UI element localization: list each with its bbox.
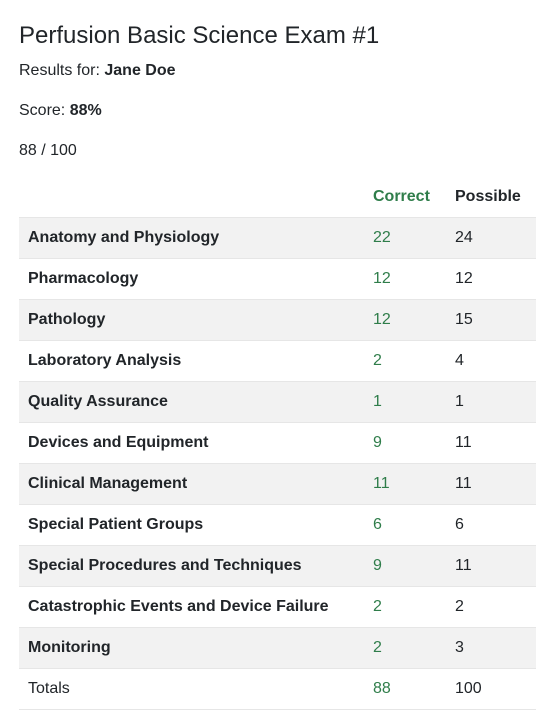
header-correct: Correct xyxy=(364,177,446,218)
category-cell: Pharmacology xyxy=(19,258,364,300)
table-row: Catastrophic Events and Device Failure 2 2 xyxy=(19,586,536,628)
totals-possible: 100 xyxy=(446,668,536,710)
results-label: Results for: xyxy=(19,62,100,79)
correct-cell: 22 xyxy=(364,217,446,259)
table-row: Pathology 12 15 xyxy=(19,299,536,341)
possible-cell: 11 xyxy=(446,463,536,505)
table-row: Quality Assurance 1 1 xyxy=(19,381,536,423)
table-row: Clinical Management 11 11 xyxy=(19,463,536,505)
table-header-row: Correct Possible xyxy=(19,177,536,218)
possible-cell: 15 xyxy=(446,299,536,341)
candidate-name: Jane Doe xyxy=(104,62,176,79)
header-category xyxy=(19,177,364,218)
correct-cell: 12 xyxy=(364,258,446,300)
correct-cell: 6 xyxy=(364,504,446,546)
score-value: 88% xyxy=(69,102,102,119)
totals-correct: 88 xyxy=(364,668,446,710)
correct-cell: 2 xyxy=(364,586,446,628)
correct-cell: 2 xyxy=(364,340,446,382)
correct-cell: 12 xyxy=(364,299,446,341)
results-for-line: Results for: Jane Doe xyxy=(19,61,176,81)
category-cell: Special Procedures and Techniques xyxy=(19,545,364,587)
category-cell: Anatomy and Physiology xyxy=(19,217,364,259)
page-title: Perfusion Basic Science Exam #1 xyxy=(19,22,380,49)
table-row: Special Procedures and Techniques 9 11 xyxy=(19,545,536,587)
table-row: Devices and Equipment 9 11 xyxy=(19,422,536,464)
score-line: Score: 88% xyxy=(19,101,102,121)
correct-cell: 1 xyxy=(364,381,446,423)
table-body: Anatomy and Physiology 22 24 Pharmacology 12… xyxy=(19,217,536,669)
results-table-container: Correct Possible Anatomy and Physiology 2… xyxy=(19,177,536,710)
possible-cell: 11 xyxy=(446,422,536,464)
table-row: Monitoring 2 3 xyxy=(19,627,536,669)
correct-cell: 9 xyxy=(364,545,446,587)
possible-cell: 2 xyxy=(446,586,536,628)
possible-cell: 12 xyxy=(446,258,536,300)
possible-cell: 24 xyxy=(446,217,536,259)
table-row: Anatomy and Physiology 22 24 xyxy=(19,217,536,259)
category-cell: Special Patient Groups xyxy=(19,504,364,546)
category-cell: Laboratory Analysis xyxy=(19,340,364,382)
correct-cell: 9 xyxy=(364,422,446,464)
category-cell: Pathology xyxy=(19,299,364,341)
results-table: Correct Possible Anatomy and Physiology 2… xyxy=(19,177,536,710)
correct-cell: 2 xyxy=(364,627,446,669)
possible-cell: 11 xyxy=(446,545,536,587)
table-row: Laboratory Analysis 2 4 xyxy=(19,340,536,382)
category-cell: Quality Assurance xyxy=(19,381,364,423)
category-cell: Clinical Management xyxy=(19,463,364,505)
table-row: Pharmacology 12 12 xyxy=(19,258,536,300)
category-cell: Catastrophic Events and Device Failure xyxy=(19,586,364,628)
correct-cell: 11 xyxy=(364,463,446,505)
category-cell: Monitoring xyxy=(19,627,364,669)
category-cell: Devices and Equipment xyxy=(19,422,364,464)
possible-cell: 1 xyxy=(446,381,536,423)
score-fraction: 88 / 100 xyxy=(19,142,77,159)
header-possible: Possible xyxy=(446,177,536,218)
score-label: Score: xyxy=(19,102,66,119)
table-row: Special Patient Groups 6 6 xyxy=(19,504,536,546)
totals-row: Totals 88 100 xyxy=(19,668,536,710)
possible-cell: 6 xyxy=(446,504,536,546)
totals-label: Totals xyxy=(19,668,364,710)
possible-cell: 4 xyxy=(446,340,536,382)
possible-cell: 3 xyxy=(446,627,536,669)
